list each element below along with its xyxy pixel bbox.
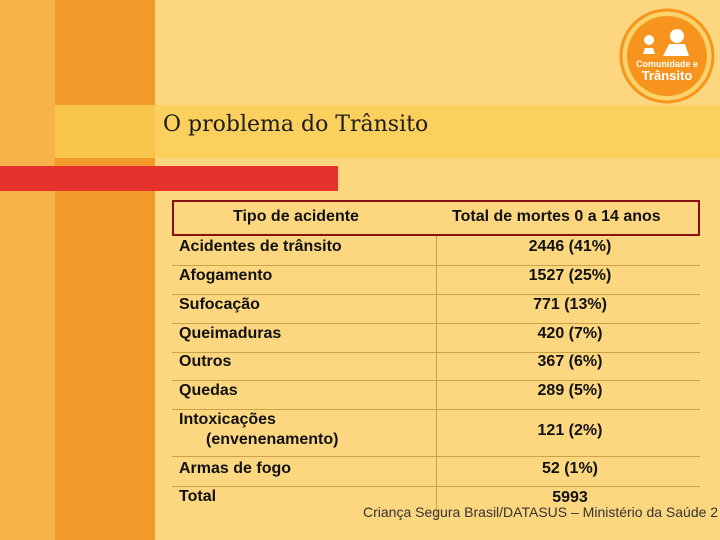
logo-text-bottom: Trânsito: [642, 68, 693, 83]
table-row-value-total: 5993: [552, 489, 588, 506]
table-row-value: 52 (1%): [541, 460, 599, 477]
table-row-value: 771 (13%): [533, 296, 607, 313]
comunidade-transito-logo: Comunidade e Trânsito: [619, 8, 715, 104]
table-row-label-continued: (envenenamento): [206, 431, 339, 448]
row-divider: [172, 352, 700, 353]
red-accent-bar: [0, 166, 338, 191]
table-row-label: Sufocação: [179, 296, 260, 313]
left-decor-strip: [0, 0, 55, 540]
table-row-label: Afogamento: [179, 267, 273, 284]
table-row-value: 420 (7%): [537, 325, 603, 342]
logo-text-top: Comunidade e: [636, 59, 698, 69]
table-header-outline: [172, 200, 700, 236]
source-caption: Criança Segura Brasil/DATASUS – Ministér…: [363, 504, 719, 520]
row-divider: [172, 294, 700, 295]
row-divider: [172, 486, 700, 487]
row-divider: [172, 380, 700, 381]
row-divider: [172, 323, 700, 324]
table-header-total: Total de mortes 0 a 14 anos: [452, 208, 661, 225]
page-title: O problema do Trânsito: [163, 112, 429, 137]
row-divider: [172, 456, 700, 457]
table-row-value: 289 (5%): [537, 382, 603, 399]
row-divider: [172, 265, 700, 266]
table-row-value: 1527 (25%): [528, 267, 612, 284]
table-row-label: Quedas: [179, 382, 238, 399]
title-band-inner: [155, 105, 720, 158]
table-header-tipo: Tipo de acidente: [233, 208, 359, 225]
table-row-label: Outros: [179, 353, 232, 370]
table-row-value: 121 (2%): [537, 422, 603, 439]
left-decor-strip-dark: [55, 0, 155, 540]
table-row-label: Acidentes de trânsito: [179, 238, 342, 255]
table-row-label: Armas de fogo: [179, 460, 292, 477]
table-row-label: Intoxicações: [179, 411, 276, 428]
table-row-label-total: Total: [179, 488, 217, 505]
table-row-value: 367 (6%): [537, 353, 603, 370]
column-divider: [436, 236, 437, 520]
table-row-value: 2446 (41%): [528, 238, 612, 255]
row-divider: [172, 409, 700, 410]
table-row-label: Queimaduras: [179, 325, 282, 342]
